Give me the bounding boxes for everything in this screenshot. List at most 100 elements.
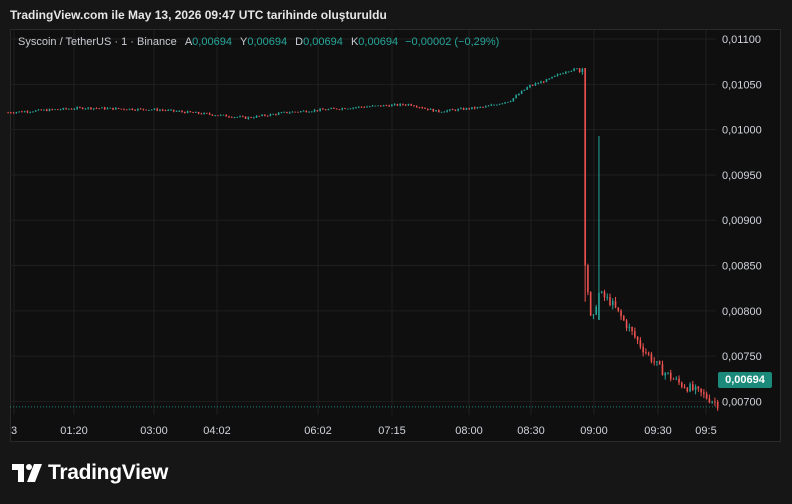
candle-body xyxy=(363,106,366,108)
candle-body xyxy=(598,292,600,320)
candle-body xyxy=(258,115,261,117)
y-tick-label: 0,01050 xyxy=(722,79,762,91)
candle-body xyxy=(716,401,719,409)
candle-body xyxy=(197,112,200,114)
candle-body xyxy=(617,307,620,311)
candle-body xyxy=(692,384,694,390)
candle-body xyxy=(15,112,18,114)
candle-body xyxy=(460,108,462,110)
y-tick-label: 0,00850 xyxy=(722,261,762,273)
candle-body xyxy=(10,112,12,114)
candle-body xyxy=(341,108,343,110)
candle-body xyxy=(311,111,313,113)
candle-body xyxy=(479,107,482,108)
candle-body xyxy=(264,114,266,116)
candle-body xyxy=(667,372,669,374)
candle-body xyxy=(272,114,274,115)
candle-body xyxy=(120,108,123,110)
candle-body xyxy=(426,108,429,110)
candle-body xyxy=(658,361,661,365)
candle-body xyxy=(694,386,697,390)
candle-body xyxy=(134,109,136,111)
candle-body xyxy=(206,112,208,114)
chart-area[interactable] xyxy=(10,29,781,442)
x-tick-label: 09:30 xyxy=(644,425,672,437)
candle-body xyxy=(37,109,40,111)
candle-body xyxy=(316,109,319,111)
x-tick-label: 08:30 xyxy=(517,425,545,437)
candle-body xyxy=(567,71,570,73)
candle-body xyxy=(396,104,399,106)
candle-body xyxy=(482,107,484,108)
candle-body xyxy=(697,386,700,389)
candle-body xyxy=(294,111,297,113)
candle-body xyxy=(476,107,479,109)
candle-body xyxy=(407,104,410,106)
candle-body xyxy=(647,352,650,355)
candle-body xyxy=(689,384,691,392)
candle-body xyxy=(576,68,578,70)
x-tick-label: 07:15 xyxy=(378,425,406,437)
candle-body xyxy=(360,106,363,108)
candle-body xyxy=(172,109,175,112)
candle-body xyxy=(620,310,622,317)
candle-body xyxy=(32,111,34,113)
candle-body xyxy=(241,116,244,118)
candle-body xyxy=(327,109,330,110)
candle-body xyxy=(23,111,26,113)
candle-body xyxy=(244,116,247,119)
candle-body xyxy=(465,108,468,110)
candle-body xyxy=(308,111,310,113)
candle-body xyxy=(429,108,432,110)
candle-body xyxy=(584,68,586,266)
candle-body xyxy=(413,105,415,107)
candle-body xyxy=(551,76,553,79)
candle-body xyxy=(79,107,81,109)
candle-body xyxy=(606,297,609,298)
open-value: 0,00694 xyxy=(192,36,232,48)
candle-body xyxy=(545,79,548,83)
created-caption: TradingView.com ile May 13, 2026 09:47 U… xyxy=(10,8,387,22)
candle-body xyxy=(59,109,62,111)
candle-body xyxy=(653,361,655,363)
candle-body xyxy=(625,320,628,329)
y-tick-label: 0,00700 xyxy=(722,396,762,408)
candle-body xyxy=(609,297,611,306)
candle-body xyxy=(92,108,95,110)
candle-body xyxy=(440,111,443,113)
candle-body xyxy=(636,336,639,341)
y-tick-label: 0,00800 xyxy=(722,306,762,318)
candle-body xyxy=(639,340,642,347)
candle-body xyxy=(101,107,103,109)
candle-body xyxy=(705,393,708,399)
candle-body xyxy=(391,104,393,107)
candle-body xyxy=(382,105,385,107)
candle-body xyxy=(128,108,131,110)
candle-body xyxy=(131,108,134,110)
candle-body xyxy=(537,83,540,85)
candle-body xyxy=(512,98,515,102)
candle-body xyxy=(181,111,183,112)
candle-body xyxy=(203,112,205,115)
candle-body xyxy=(556,74,559,76)
candle-body xyxy=(51,109,54,110)
candle-body xyxy=(520,90,523,94)
candle-body xyxy=(338,109,341,111)
candle-body xyxy=(7,112,9,114)
candle-body xyxy=(200,113,203,115)
candle-body xyxy=(283,111,285,113)
candle-body xyxy=(443,111,446,113)
brand-name: TradingView xyxy=(48,461,169,484)
candle-body xyxy=(81,107,84,109)
close-value: 0,00694 xyxy=(358,36,399,48)
x-tick-label: 03:00 xyxy=(140,425,168,437)
candle-body xyxy=(29,111,31,113)
candle-body xyxy=(559,73,562,75)
candle-body xyxy=(269,114,272,116)
candle-body xyxy=(280,112,283,114)
candle-body xyxy=(672,378,675,380)
y-tick-label: 0,00750 xyxy=(722,351,762,363)
candle-body xyxy=(714,401,716,403)
candle-body xyxy=(462,108,465,110)
